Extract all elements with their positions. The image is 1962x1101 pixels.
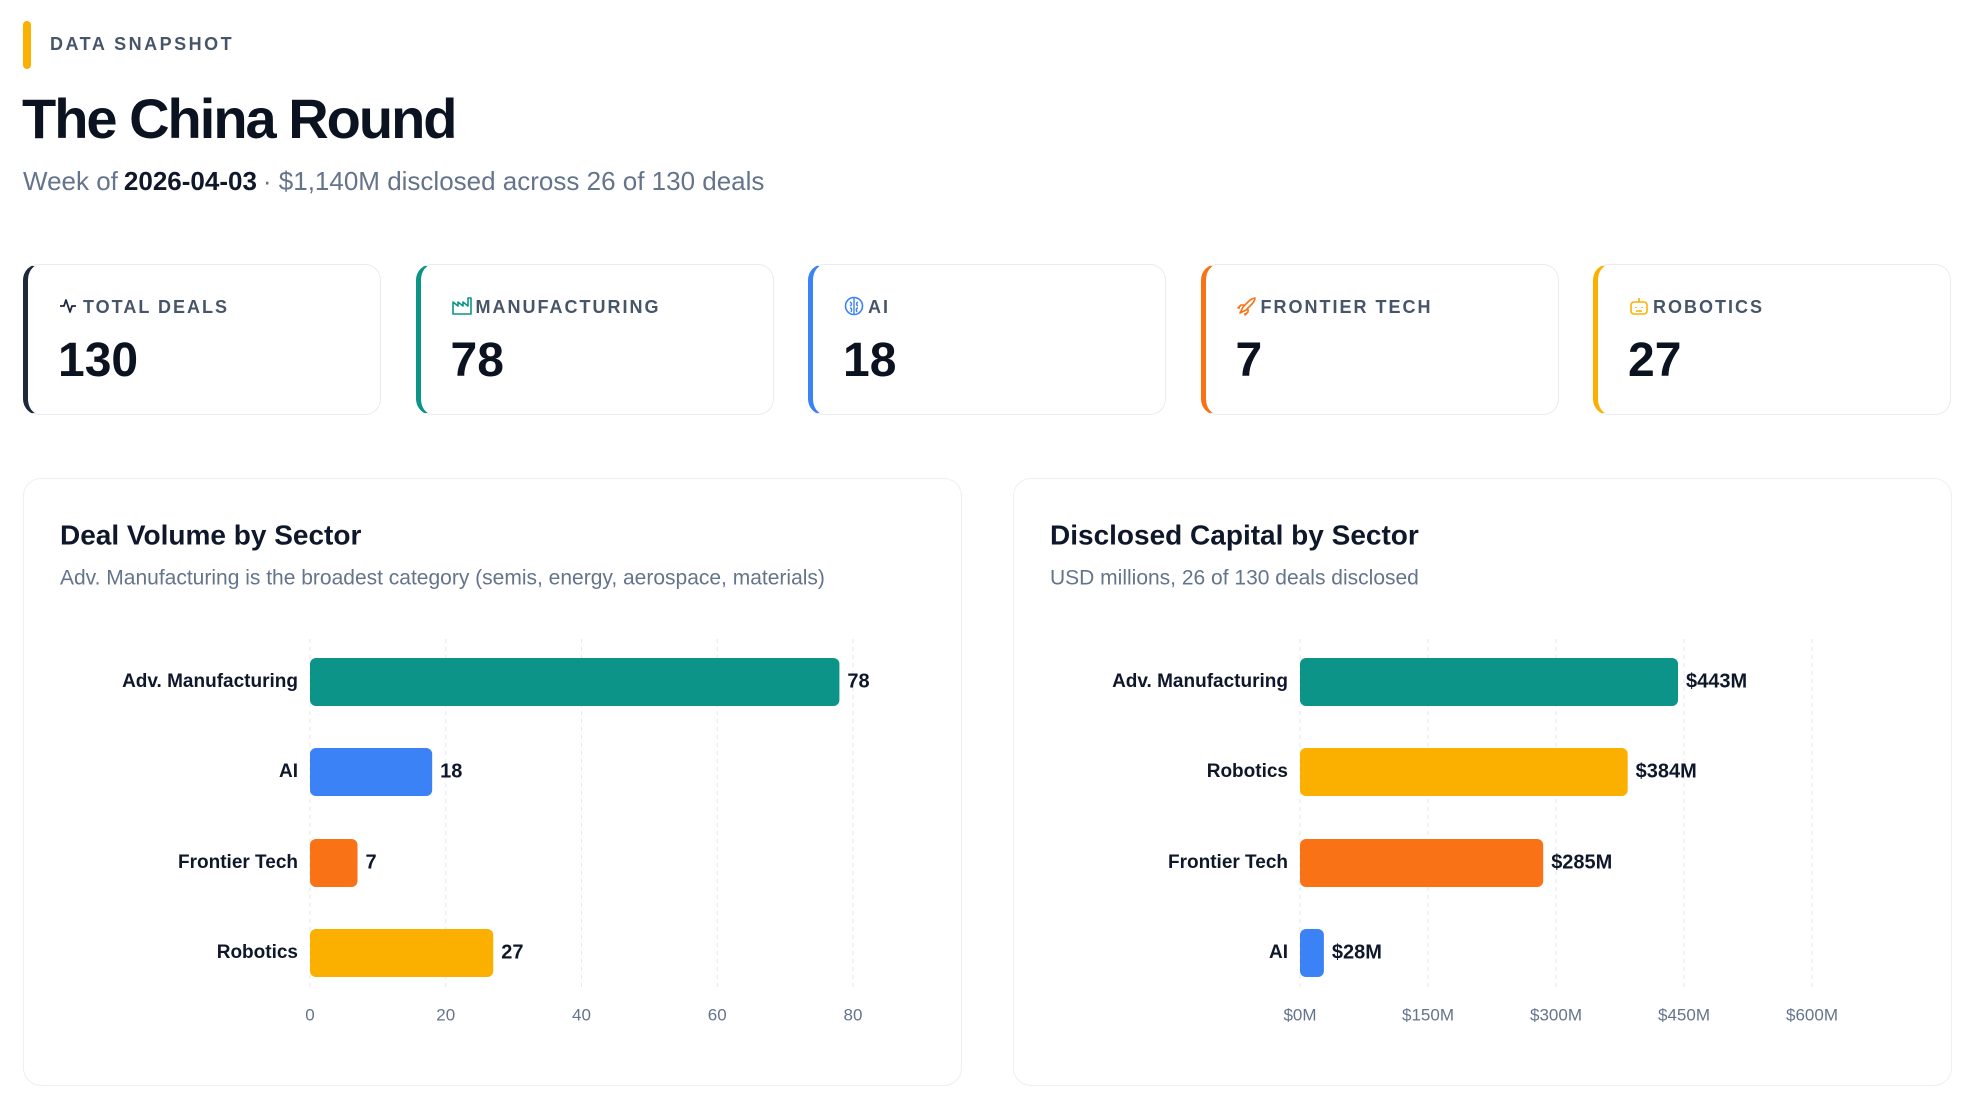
kpi-label: ROBOTICS [1653,297,1765,317]
kpi-card: ROBOTICS 27 [1593,264,1951,415]
kpi-card: TOTAL DEALS 130 [23,264,381,415]
chart-subtitle: USD millions, 26 of 130 deals disclosed [1050,567,1419,590]
kpi-value: 7 [1235,334,1263,387]
value-label: 27 [501,941,523,963]
kpi-value: 78 [450,334,504,387]
value-label: $384M [1636,760,1697,782]
kpi-label: MANUFACTURING [475,297,661,317]
x-tick-label: $150M [1402,1005,1454,1024]
value-label: $443M [1686,670,1747,692]
kpi-card: AI 18 [808,264,1166,415]
bar [1300,839,1544,887]
subtitle: Week of 2026-04-03 · $1,140M disclosed acr… [23,166,764,197]
chart: Disclosed Capital by Sector USD millions,… [1050,519,1838,1024]
x-tick-label: $450M [1658,1005,1710,1024]
bar [310,929,494,977]
category-label: Frontier Tech [1168,852,1288,873]
category-label: AI [1269,942,1288,963]
page-title: The China Round [22,87,458,150]
x-tick-label: $0M [1283,1005,1316,1024]
kpi-icon [1236,297,1256,316]
subtitle-summary: · $1,140M disclosed across 26 of 130 dea… [262,166,765,196]
kpi-icon [451,297,472,315]
value-label: 78 [847,670,869,692]
chart: Deal Volume by Sector Adv. Manufacturing … [60,519,870,1024]
x-tick-label: $600M [1786,1005,1838,1024]
kpi-icon [60,299,76,313]
kpi-card: FRONTIER TECH 7 [1200,264,1559,415]
kpi-label: FRONTIER TECH [1260,297,1433,317]
category-label: Adv. Manufacturing [122,671,298,692]
kpi-icon [1630,298,1648,315]
kpi-value: 18 [843,334,897,387]
bar [310,658,840,706]
category-label: Robotics [1207,761,1288,782]
kpi-label: TOTAL DEALS [83,297,230,317]
kpi-value: 130 [58,334,139,387]
category-label: Adv. Manufacturing [1112,671,1288,692]
bar [1300,748,1628,796]
value-label: $28M [1332,941,1382,963]
bar [310,748,433,796]
subtitle-date: 2026-04-03 [123,166,257,196]
chart-panel: Deal Volume by Sector Adv. Manufacturing … [23,478,962,1086]
accent-bar [23,21,31,69]
eyebrow: DATA SNAPSHOT [50,34,235,54]
kpi-icon [844,296,864,316]
subtitle-prefix: Week of [23,166,118,196]
category-label: AI [279,761,298,782]
chart-panel: Disclosed Capital by Sector USD millions,… [1013,478,1952,1086]
value-label: $285M [1551,851,1612,873]
chart-subtitle: Adv. Manufacturing is the broadest categ… [60,567,825,590]
x-tick-label: 40 [572,1005,591,1024]
value-label: 18 [440,760,462,782]
x-tick-label: $300M [1530,1005,1582,1024]
x-tick-label: 60 [708,1005,727,1024]
category-label: Robotics [217,942,298,963]
kpi-card: MANUFACTURING 78 [415,264,774,415]
kpi-label: AI [868,297,890,317]
value-label: 7 [366,851,377,873]
kpi-value: 27 [1628,334,1682,387]
bar [1300,929,1324,977]
x-tick-label: 0 [305,1005,314,1024]
bar [1300,658,1679,706]
x-tick-label: 20 [436,1005,455,1024]
chart-title: Deal Volume by Sector [60,519,361,550]
bar [310,839,358,887]
x-tick-label: 80 [844,1005,863,1024]
chart-title: Disclosed Capital by Sector [1050,519,1419,550]
category-label: Frontier Tech [178,852,298,873]
